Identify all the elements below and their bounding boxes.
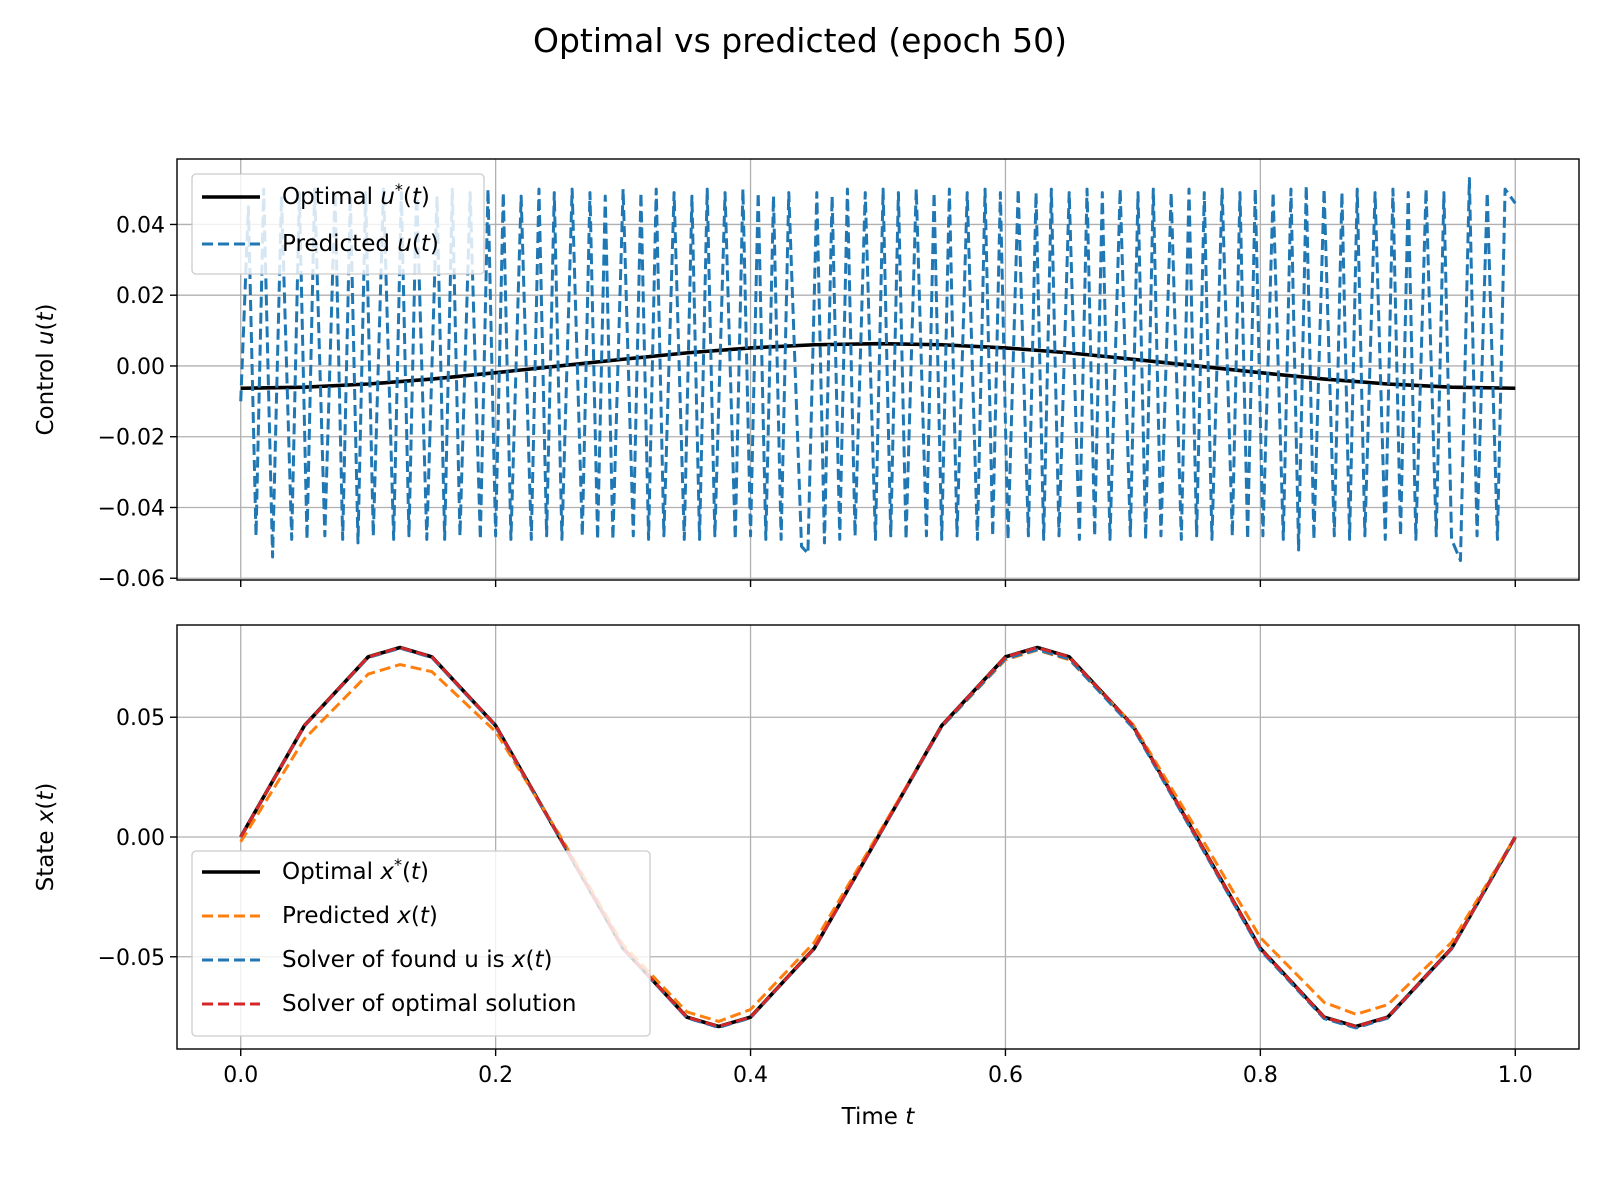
x-tick-label: 1.0 (1498, 1063, 1533, 1088)
control-panel: −0.06 −0.04 −0.02 0.00 0.02 0.04 Control u(t) O… (33, 158, 1580, 592)
legend-entry: Predicted u(t) (282, 231, 439, 257)
y-tick-label: 0.04 (116, 213, 165, 238)
axes-frame (176, 158, 1580, 581)
legend-entry: Optimal u*(t) (282, 180, 430, 211)
x-tick-label: 0.2 (478, 1063, 513, 1088)
y-tick-label: −0.02 (98, 426, 165, 451)
figure-title: Optimal vs predicted (epoch 50) (533, 21, 1067, 60)
legend-entry: Predicted x(t) (282, 903, 438, 929)
legend: Optimal u*(t) Predicted u(t) (191, 173, 485, 275)
x-axis-label: Time t (841, 1104, 916, 1130)
series-line-solver-of-optimal-solution (239, 646, 1517, 1028)
y-tick-label: 0.00 (116, 355, 165, 380)
legend-entry: Optimal x*(t) (282, 855, 429, 886)
y-tick-label: 0.05 (116, 706, 165, 731)
series-line-predicted-x-t- (239, 648, 1517, 1023)
legend-box (191, 850, 651, 1037)
y-axis-label: Control u(t) (33, 303, 59, 435)
legend-entry: Solver of found u is x(t) (282, 947, 553, 973)
y-axis-label: State x(t) (33, 783, 59, 892)
y-tick-label: −0.05 (98, 946, 165, 971)
x-tick-label: 0.4 (733, 1063, 768, 1088)
state-panel: 0.0 0.2 0.4 0.6 0.8 1.0 −0.05 0.00 0.05 State x(t… (33, 624, 1580, 1130)
y-tick-label: −0.06 (98, 567, 165, 592)
x-tick-label: 0.0 (223, 1063, 258, 1088)
legend: Optimal x*(t) Predicted x(t) Solver of fou… (191, 850, 651, 1037)
y-tick-label: 0.00 (116, 826, 165, 851)
x-tick-label: 0.8 (1243, 1063, 1278, 1088)
x-tick-label: 0.6 (988, 1063, 1023, 1088)
legend-entry: Solver of optimal solution (282, 991, 576, 1017)
y-tick-label: 0.02 (116, 284, 165, 309)
legend-box (191, 173, 485, 275)
y-tick-label: −0.04 (98, 496, 165, 521)
series-line-optimal-u-t- (240, 341, 1516, 391)
